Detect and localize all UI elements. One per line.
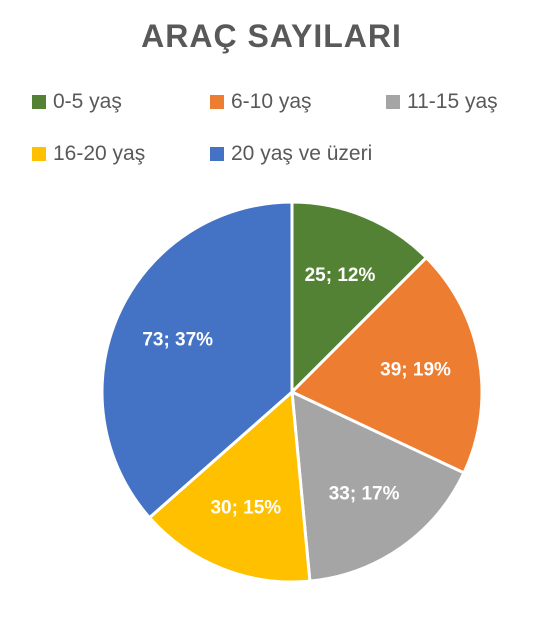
chart-title: ARAÇ SAYILARI xyxy=(141,18,402,54)
data-label-11-15: 33; 17% xyxy=(329,484,400,505)
legend: 0-5 yaş 6-10 yaş 11-15 yaş 16-20 yaş 20 … xyxy=(0,0,543,180)
legend-label-6-10: 6-10 yaş xyxy=(231,90,312,113)
legend-item-16-20: 16-20 yaş xyxy=(32,142,145,166)
legend-item-6-10: 6-10 yaş xyxy=(210,90,312,114)
legend-swatch-16-20 xyxy=(32,147,46,161)
data-label-6-10: 39; 19% xyxy=(380,359,451,380)
legend-label-20-plus: 20 yaş ve üzeri xyxy=(231,142,373,165)
pie-slice-11-15 xyxy=(290,389,466,583)
data-label-20-plus: 73; 37% xyxy=(142,329,213,350)
legend-swatch-0-5 xyxy=(32,95,46,109)
legend-label-0-5: 0-5 yaş xyxy=(53,90,122,113)
legend-swatch-20-plus xyxy=(210,147,224,161)
legend-label-16-20: 16-20 yaş xyxy=(53,142,146,165)
pie-slices xyxy=(100,200,484,584)
legend-item-20-plus: 20 yaş ve üzeri xyxy=(210,142,372,166)
legend-item-0-5: 0-5 yaş xyxy=(32,90,122,114)
pie-slice-16-20 xyxy=(147,388,312,584)
legend-swatch-11-15 xyxy=(386,95,400,109)
data-label-16-20: 30; 15% xyxy=(210,498,281,519)
pie-labels: 25; 12% 39; 19% 33; 17% 30; 15% 73; 37% xyxy=(142,265,451,518)
data-label-0-5: 25; 12% xyxy=(305,265,376,286)
pie-slice-0-5 xyxy=(290,200,429,396)
pie-slice-20-plus xyxy=(100,200,294,520)
legend-swatch-6-10 xyxy=(210,95,224,109)
pie-slice-6-10 xyxy=(289,255,484,475)
legend-label-11-15: 11-15 yaş xyxy=(407,90,498,113)
legend-item-11-15: 11-15 yaş xyxy=(386,90,498,114)
